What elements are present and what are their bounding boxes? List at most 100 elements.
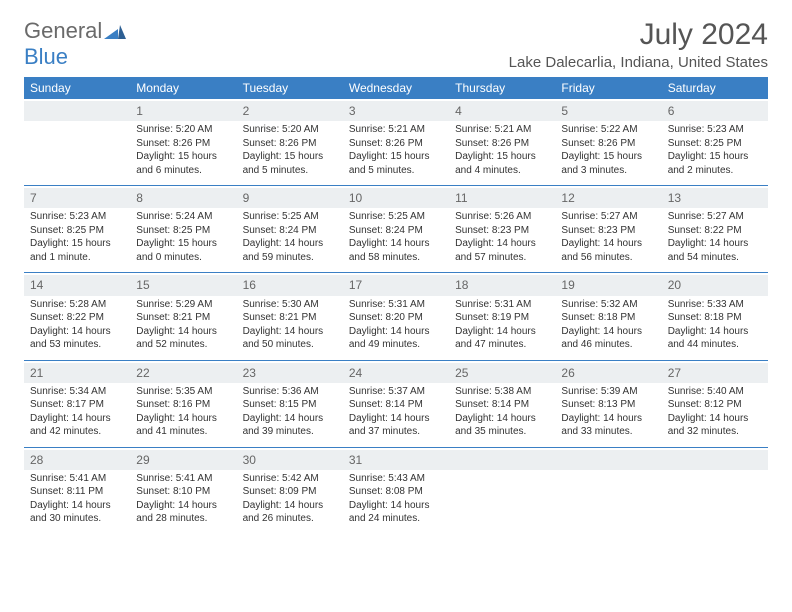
calendar-cell: 29 Sunrise: 5:41 AMSunset: 8:10 PMDayligh… <box>130 447 236 534</box>
sunset-line: Sunset: 8:26 PM <box>243 137 337 151</box>
day-number: 12 <box>555 188 661 208</box>
weekday-header: Monday <box>130 77 236 99</box>
d2-line: and 24 minutes. <box>349 512 443 526</box>
d2-line: and 50 minutes. <box>243 338 337 352</box>
day-number: 29 <box>130 450 236 470</box>
d2-line: and 28 minutes. <box>136 512 230 526</box>
d1-line: Daylight: 15 hours <box>349 150 443 164</box>
weekday-header: Thursday <box>449 77 555 99</box>
calendar-cell <box>449 447 555 534</box>
d2-line: and 26 minutes. <box>243 512 337 526</box>
calendar-cell: 15Sunrise: 5:29 AMSunset: 8:21 PMDayligh… <box>130 273 236 360</box>
calendar-cell: 6Sunrise: 5:23 AMSunset: 8:25 PMDaylight… <box>662 99 768 186</box>
sunrise-line: Sunrise: 5:30 AM <box>243 298 337 312</box>
day-number: 18 <box>449 275 555 295</box>
d2-line: and 53 minutes. <box>30 338 124 352</box>
day-number: 19 <box>555 275 661 295</box>
d2-line: and 6 minutes. <box>136 164 230 178</box>
day-number: 8 <box>130 188 236 208</box>
calendar-cell: 27Sunrise: 5:40 AMSunset: 8:12 PMDayligh… <box>662 360 768 447</box>
d2-line: and 32 minutes. <box>668 425 762 439</box>
logo: General <box>24 18 126 44</box>
day-number: 9 <box>237 188 343 208</box>
sunrise-line: Sunrise: 5:28 AM <box>30 298 124 312</box>
d1-line: Daylight: 14 hours <box>30 325 124 339</box>
d1-line: Daylight: 14 hours <box>668 412 762 426</box>
calendar-cell: 4Sunrise: 5:21 AMSunset: 8:26 PMDaylight… <box>449 99 555 186</box>
sunset-line: Sunset: 8:17 PM <box>30 398 124 412</box>
calendar-cell: 24Sunrise: 5:37 AMSunset: 8:14 PMDayligh… <box>343 360 449 447</box>
d1-line: Daylight: 14 hours <box>349 325 443 339</box>
calendar-cell: 2Sunrise: 5:20 AMSunset: 8:26 PMDaylight… <box>237 99 343 186</box>
d1-line: Daylight: 14 hours <box>243 412 337 426</box>
d1-line: Daylight: 14 hours <box>455 412 549 426</box>
sunset-line: Sunset: 8:18 PM <box>561 311 655 325</box>
day-number: 16 <box>237 275 343 295</box>
sunrise-line: Sunrise: 5:21 AM <box>455 123 549 137</box>
sunset-line: Sunset: 8:08 PM <box>349 485 443 499</box>
sunrise-line: Sunrise: 5:27 AM <box>561 210 655 224</box>
sunrise-line: Sunrise: 5:41 AM <box>136 472 230 486</box>
d2-line: and 44 minutes. <box>668 338 762 352</box>
d1-line: Daylight: 14 hours <box>455 237 549 251</box>
sunrise-line: Sunrise: 5:20 AM <box>136 123 230 137</box>
d2-line: and 30 minutes. <box>30 512 124 526</box>
sunrise-line: Sunrise: 5:21 AM <box>349 123 443 137</box>
sunrise-line: Sunrise: 5:25 AM <box>349 210 443 224</box>
day-number: 31 <box>343 450 449 470</box>
day-number: 4 <box>449 101 555 121</box>
sunrise-line: Sunrise: 5:34 AM <box>30 385 124 399</box>
weekday-header: Sunday <box>24 77 130 99</box>
d2-line: and 58 minutes. <box>349 251 443 265</box>
day-number: 3 <box>343 101 449 121</box>
sunrise-line: Sunrise: 5:37 AM <box>349 385 443 399</box>
calendar-cell: 18Sunrise: 5:31 AMSunset: 8:19 PMDayligh… <box>449 273 555 360</box>
title-block: July 2024 <box>640 18 768 52</box>
calendar-cell <box>662 447 768 534</box>
sunrise-line: Sunrise: 5:35 AM <box>136 385 230 399</box>
day-number: 2 <box>237 101 343 121</box>
day-number: 7 <box>24 188 130 208</box>
sunrise-line: Sunrise: 5:36 AM <box>243 385 337 399</box>
d2-line: and 42 minutes. <box>30 425 124 439</box>
sunset-line: Sunset: 8:24 PM <box>349 224 443 238</box>
d1-line: Daylight: 14 hours <box>561 325 655 339</box>
weekday-header: Wednesday <box>343 77 449 99</box>
day-number-empty <box>24 101 130 121</box>
sunset-line: Sunset: 8:18 PM <box>668 311 762 325</box>
month-title: July 2024 <box>640 18 768 52</box>
d2-line: and 41 minutes. <box>136 425 230 439</box>
d2-line: and 56 minutes. <box>561 251 655 265</box>
calendar-row: 7Sunrise: 5:23 AMSunset: 8:25 PMDaylight… <box>24 186 768 273</box>
d1-line: Daylight: 14 hours <box>243 325 337 339</box>
sunset-line: Sunset: 8:26 PM <box>561 137 655 151</box>
d2-line: and 54 minutes. <box>668 251 762 265</box>
d1-line: Daylight: 14 hours <box>561 412 655 426</box>
sunset-line: Sunset: 8:13 PM <box>561 398 655 412</box>
d2-line: and 37 minutes. <box>349 425 443 439</box>
d1-line: Daylight: 14 hours <box>136 499 230 513</box>
calendar-cell: 14Sunrise: 5:28 AMSunset: 8:22 PMDayligh… <box>24 273 130 360</box>
sunset-line: Sunset: 8:24 PM <box>243 224 337 238</box>
calendar-cell: 20Sunrise: 5:33 AMSunset: 8:18 PMDayligh… <box>662 273 768 360</box>
day-number: 21 <box>24 363 130 383</box>
sunrise-line: Sunrise: 5:40 AM <box>668 385 762 399</box>
sunrise-line: Sunrise: 5:26 AM <box>455 210 549 224</box>
calendar-row: 1Sunrise: 5:20 AMSunset: 8:26 PMDaylight… <box>24 99 768 186</box>
logo-text-2: Blue <box>24 44 68 70</box>
d2-line: and 39 minutes. <box>243 425 337 439</box>
d2-line: and 59 minutes. <box>243 251 337 265</box>
day-number: 14 <box>24 275 130 295</box>
d1-line: Daylight: 14 hours <box>349 499 443 513</box>
day-number: 10 <box>343 188 449 208</box>
calendar-cell: 1Sunrise: 5:20 AMSunset: 8:26 PMDaylight… <box>130 99 236 186</box>
sunrise-line: Sunrise: 5:38 AM <box>455 385 549 399</box>
sunrise-line: Sunrise: 5:32 AM <box>561 298 655 312</box>
calendar-cell: 12Sunrise: 5:27 AMSunset: 8:23 PMDayligh… <box>555 186 661 273</box>
d2-line: and 57 minutes. <box>455 251 549 265</box>
d1-line: Daylight: 14 hours <box>30 499 124 513</box>
sunset-line: Sunset: 8:10 PM <box>136 485 230 499</box>
logo-text-1: General <box>24 18 102 44</box>
calendar-cell: 26Sunrise: 5:39 AMSunset: 8:13 PMDayligh… <box>555 360 661 447</box>
d1-line: Daylight: 14 hours <box>349 412 443 426</box>
